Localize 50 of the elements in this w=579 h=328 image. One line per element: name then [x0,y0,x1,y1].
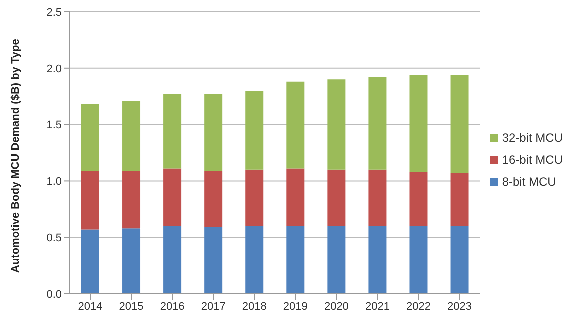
legend-label: 32-bit MCU [502,131,563,145]
y-axis-title: Automotive Body MCU Demand ($B) by Type [10,39,22,273]
bar [328,170,346,226]
legend-label: 8-bit MCU [502,175,556,189]
y-tick-label: 2.5 [46,6,62,19]
y-tick-label: 0.0 [46,288,62,301]
bar [368,77,387,170]
x-tick-label: 2018 [242,300,267,313]
bar [164,168,182,226]
x-tick-label: 2022 [406,300,432,313]
bar [122,228,141,294]
bar [122,171,141,229]
bar [204,171,223,228]
bar [368,170,387,226]
x-tick-label: 2019 [283,300,308,313]
bar [410,75,428,172]
bar [328,226,346,294]
bar [246,226,264,294]
x-tick-label: 2015 [119,300,144,313]
x-tick-label: 2021 [365,300,390,313]
bar [246,90,264,170]
y-tick-label: 0.5 [46,232,62,245]
bar [204,94,223,172]
y-tick-label: 1.5 [46,120,62,132]
bar [204,227,223,294]
bar [450,173,469,226]
bar [81,104,100,172]
bar [286,226,305,294]
y-tick-label: 1.0 [46,176,62,188]
x-tick-label: 2020 [324,300,349,313]
bar [122,101,141,172]
bar [81,230,100,294]
bar [410,172,428,226]
legend-label: 16-bit MCU [502,153,563,167]
bar [246,170,264,226]
bar [286,168,305,226]
bar [450,75,469,174]
y-tick-label: 2.0 [46,63,62,76]
bar [410,226,428,294]
bar [164,226,182,294]
x-tick-label: 2023 [448,300,472,313]
bar [286,82,305,169]
x-tick-label: 2014 [78,300,103,313]
x-tick-label: 2017 [201,300,226,313]
x-tick-label: 2016 [160,300,185,313]
bar [450,226,469,294]
bar [368,226,387,294]
bar [328,80,346,170]
bar [164,94,182,169]
bar [81,171,100,230]
